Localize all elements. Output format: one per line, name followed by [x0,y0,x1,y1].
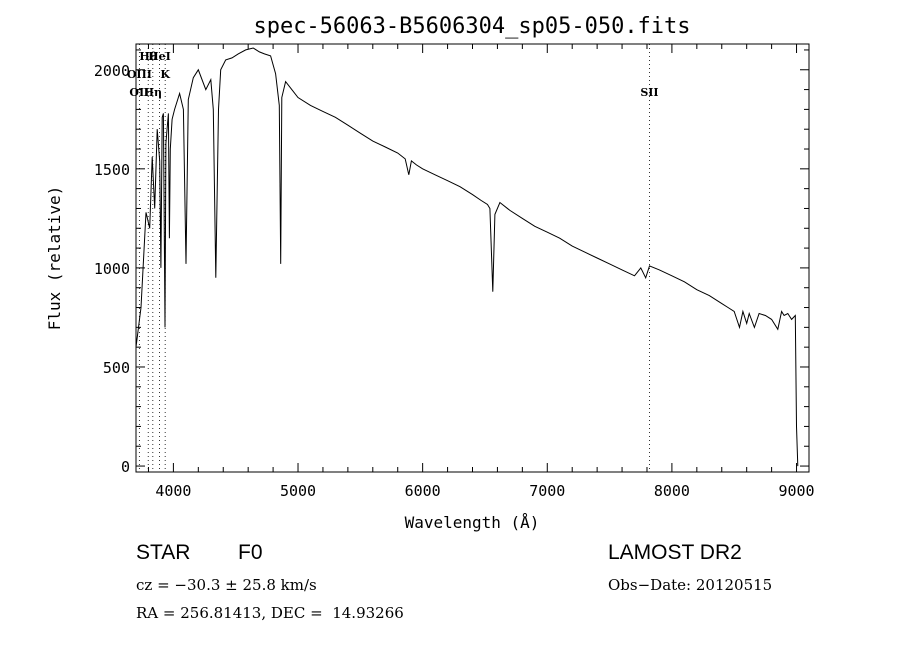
redshift-value: cz = −30.3 ± 25.8 km/s [136,576,317,594]
survey-name: LAMOST DR2 [608,541,742,564]
x-tick-label: 4000 [155,482,191,500]
x-tick-label: 7000 [529,482,565,500]
y-axis-label: Flux (relative) [45,186,64,331]
object-type: STAR [136,541,191,564]
chart-title: spec-56063-B5606304_sp05-050.fits [253,14,690,39]
y-axis-ticks: 0 500 1000 1500 2000 [94,49,809,476]
line-label: Hθ [139,50,157,63]
x-tick-label: 6000 [405,482,441,500]
x-axis-label: Wavelength (Å) [405,513,540,532]
y-tick-label: 1000 [94,260,130,278]
line-label: HeI [148,50,171,63]
coordinates: RA = 256.81413, DEC = 14.93266 [136,604,404,622]
line-label: OII [129,86,149,99]
y-tick-label: 2000 [94,62,130,80]
line-label: Hη [144,86,162,99]
y-tick-label: 1500 [94,161,130,179]
spectrum-line [135,47,799,467]
y-tick-label: 0 [121,458,130,476]
line-label-group: HθK OII HeI OIII Hη SII [127,50,659,99]
line-label: K [160,68,170,81]
x-axis-ticks: 4000 5000 6000 7000 8000 9000 [147,44,815,500]
x-tick-label: 9000 [778,482,814,500]
line-label: OIII [127,68,152,81]
plot-frame [135,43,810,473]
x-tick-label: 8000 [654,482,690,500]
spectral-subclass: F0 [238,541,263,564]
line-label: SII [640,86,658,99]
obs-date: Obs−Date: 20120515 [608,576,773,594]
line-marker-group [138,44,650,472]
x-tick-label: 5000 [280,482,316,500]
y-tick-label: 500 [103,359,130,377]
